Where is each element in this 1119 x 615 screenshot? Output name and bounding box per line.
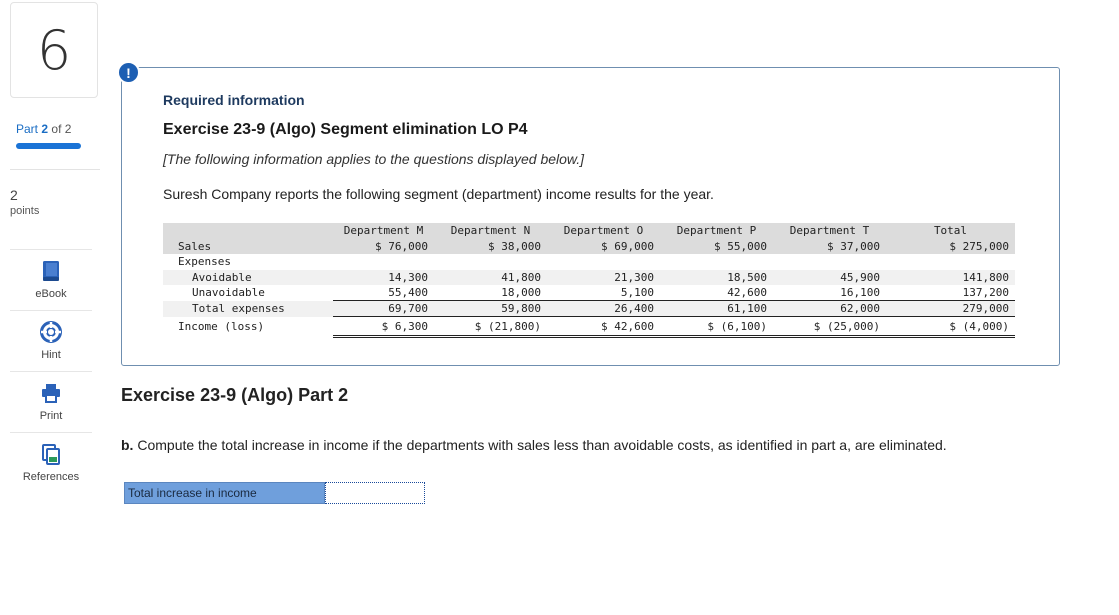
column-header: Department O xyxy=(547,223,660,239)
table-cell: 26,400 xyxy=(547,300,660,317)
table-cell: $ (25,000) xyxy=(773,316,886,338)
table-cell: 59,800 xyxy=(434,300,547,317)
table-cell: $ (6,100) xyxy=(660,316,773,338)
rail-divider xyxy=(10,169,100,170)
row-label: Avoidable xyxy=(163,269,333,285)
header-blank xyxy=(163,223,333,239)
table-cell: 41,800 xyxy=(434,269,547,285)
exercise-description: Suresh Company reports the following seg… xyxy=(163,186,714,202)
table-cell: $ 42,600 xyxy=(547,316,660,338)
part-current: 2 xyxy=(41,122,49,136)
column-header: Department M xyxy=(333,223,434,239)
table-cell: $ (4,000) xyxy=(886,316,1015,338)
row-label: Income (loss) xyxy=(163,316,333,337)
segment-income-table: Department M Department N Department O D… xyxy=(163,223,1015,338)
part-progress-bar xyxy=(16,143,81,149)
table-cell: $ 76,000 xyxy=(333,238,434,254)
total-increase-input[interactable] xyxy=(325,482,425,504)
row-label: Unavoidable xyxy=(163,285,333,301)
table-cell: $ 6,300 xyxy=(333,316,434,338)
table-row-sales: Sales $ 76,000 $ 38,000 $ 69,000 $ 55,00… xyxy=(163,238,1015,254)
question-text: b. Compute the total increase in income … xyxy=(121,437,947,453)
hint-label: Hint xyxy=(41,348,61,361)
part-indicator: Part 2 of 2 xyxy=(16,122,71,136)
table-cell: $ 37,000 xyxy=(773,238,886,254)
print-button[interactable]: Print xyxy=(10,371,92,431)
table-cell: $ 275,000 xyxy=(886,238,1015,254)
table-cell: 279,000 xyxy=(886,300,1015,317)
ebook-label: eBook xyxy=(35,287,67,300)
question-number-box: 6 xyxy=(10,2,98,98)
table-row-expenses: Expenses xyxy=(163,254,1015,270)
answer-row-label: Total increase in income xyxy=(124,482,325,504)
part-label-prefix: Part xyxy=(16,122,39,136)
alert-icon: ! xyxy=(117,61,140,84)
column-header: Total xyxy=(886,223,1015,239)
table-cell: 45,900 xyxy=(773,269,886,285)
required-information-panel xyxy=(121,67,1060,366)
table-cell: 16,100 xyxy=(773,285,886,301)
row-label: Expenses xyxy=(163,254,333,270)
part-of: of 2 xyxy=(51,122,72,136)
part2-title: Exercise 23-9 (Algo) Part 2 xyxy=(121,385,349,405)
ebook-button[interactable]: eBook xyxy=(10,249,92,309)
required-info-heading: Required information xyxy=(163,92,305,108)
references-icon xyxy=(42,443,60,465)
table-cell: 18,500 xyxy=(660,269,773,285)
hint-button[interactable]: Hint xyxy=(10,310,92,370)
table-row-avoidable: Avoidable 14,300 41,800 21,300 18,500 45… xyxy=(163,269,1015,285)
table-cell: 55,400 xyxy=(333,285,434,301)
table-cell: $ (21,800) xyxy=(434,316,547,338)
table-cell: 62,000 xyxy=(773,300,886,317)
question-number: 6 xyxy=(36,18,72,82)
table-cell: 141,800 xyxy=(886,269,1015,285)
table-cell: $ 38,000 xyxy=(434,238,547,254)
points-label: points xyxy=(10,205,40,217)
exercise-subtitle: [The following information applies to th… xyxy=(163,151,585,167)
table-cell: 137,200 xyxy=(886,285,1015,301)
references-label: References xyxy=(22,470,80,483)
hint-icon xyxy=(40,320,62,343)
question-body: Compute the total increase in income if … xyxy=(133,437,947,453)
column-header: Department T xyxy=(773,223,886,239)
table-cell: 18,000 xyxy=(434,285,547,301)
column-header: Department N xyxy=(434,223,547,239)
book-icon xyxy=(43,260,59,281)
table-cell: 5,100 xyxy=(547,285,660,301)
table-cell: 69,700 xyxy=(333,300,434,317)
table-row-unavoidable: Unavoidable 55,400 18,000 5,100 42,600 1… xyxy=(163,285,1015,301)
points-value: 2 xyxy=(10,187,18,203)
table-row-total-expenses: Total expenses 69,700 59,800 26,400 61,1… xyxy=(163,300,1015,317)
exercise-title: Exercise 23-9 (Algo) Segment elimination… xyxy=(163,121,528,138)
print-label: Print xyxy=(39,409,63,422)
table-cell: 14,300 xyxy=(333,269,434,285)
references-button[interactable]: References xyxy=(10,432,92,492)
table-header-row: Department M Department N Department O D… xyxy=(163,223,1015,239)
table-row-income: Income (loss) $ 6,300 $ (21,800) $ 42,60… xyxy=(163,316,1015,338)
printer-icon xyxy=(42,383,60,403)
table-cell: $ 55,000 xyxy=(660,238,773,254)
row-label: Sales xyxy=(163,238,333,254)
table-cell: 42,600 xyxy=(660,285,773,301)
column-header: Department P xyxy=(660,223,773,239)
table-cell: 21,300 xyxy=(547,269,660,285)
table-cell: 61,100 xyxy=(660,300,773,317)
row-label: Total expenses xyxy=(163,300,333,317)
question-prefix: b. xyxy=(121,437,134,453)
table-cell: $ 69,000 xyxy=(547,238,660,254)
